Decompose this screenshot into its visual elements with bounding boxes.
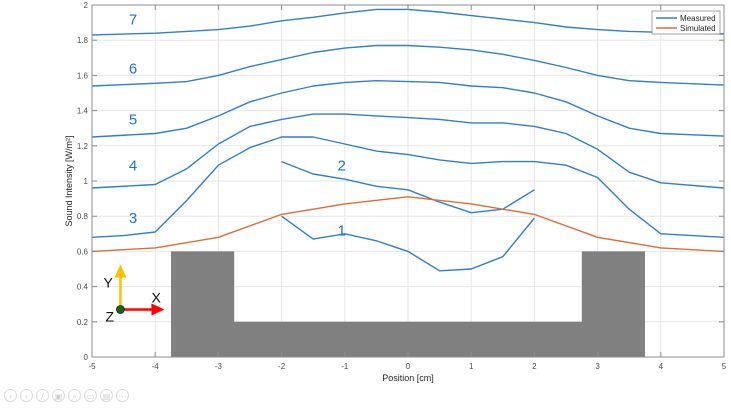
y-tick-label: 1.2	[77, 142, 89, 151]
previous-icon[interactable]: ‹	[4, 389, 17, 402]
x-tick-label: 3	[595, 362, 600, 371]
svg-text:Y: Y	[103, 274, 113, 290]
tick-labels: -5 -4 -3 -2 -1 0 1 2 3 4 5 0 0.2 0.4 0.6 0.8 1 1.2 1.4 1.6 1…	[77, 1, 727, 371]
simulated-line	[91, 196, 725, 253]
curve-label-1: 1	[337, 223, 345, 240]
measured-line-4	[91, 113, 725, 189]
x-tick-label: -5	[88, 362, 96, 371]
x-tick-label: -2	[278, 362, 286, 371]
curve-label-3: 3	[129, 210, 137, 227]
x-tick-label: 0	[406, 362, 411, 371]
legend-label-simulated: Simulated	[680, 24, 716, 33]
zoom-icon[interactable]: ⌕	[68, 389, 81, 402]
measured-line-3	[91, 136, 725, 238]
curve-labels: 1 2 3 4 5 6 7	[129, 11, 346, 239]
curve-label-4: 4	[129, 157, 137, 174]
measured-line-1	[281, 215, 535, 272]
data-series	[91, 8, 725, 272]
x-tick-label: -1	[341, 362, 349, 371]
camera-icon[interactable]: ▤	[100, 389, 113, 402]
x-arrow-icon	[151, 303, 165, 316]
x-tick-label: 4	[659, 362, 664, 371]
presentation-toolbar: ‹ › / ▣ ⌕ ▭ ▤ ⋯	[4, 389, 129, 402]
x-axis-label: Position [cm]	[382, 373, 434, 383]
more-icon[interactable]: ⋯	[116, 389, 129, 402]
y-tick-label: 2	[84, 1, 89, 10]
x-tick-label: 2	[532, 362, 537, 371]
subtitles-icon[interactable]: ▭	[84, 389, 97, 402]
x-tick-label: 5	[722, 362, 727, 371]
curve-label-2: 2	[337, 157, 345, 174]
y-tick-label: 0	[84, 353, 89, 362]
y-tick-label: 0.2	[77, 318, 89, 327]
x-tick-label: 1	[469, 362, 474, 371]
svg-text:Z: Z	[105, 308, 114, 324]
measured-line-2	[281, 160, 535, 214]
slides-icon[interactable]: ▣	[52, 389, 65, 402]
x-tick-label: -4	[152, 362, 160, 371]
structure-shape	[171, 251, 645, 357]
x-tick-label: -3	[215, 362, 223, 371]
svg-text:X: X	[151, 289, 161, 305]
measured-line-6	[91, 44, 725, 87]
y-tick-label: 0.6	[77, 247, 89, 256]
structure-polygon	[171, 251, 645, 357]
y-tick-label: 1	[84, 177, 89, 186]
axes	[91, 4, 725, 358]
y-tick-label: 0.8	[77, 212, 89, 221]
pen-icon[interactable]: /	[36, 389, 49, 402]
y-axis-label: Sound Intensity [W/m²]	[64, 135, 74, 226]
curve-label-5: 5	[129, 112, 137, 129]
curve-label-7: 7	[129, 11, 137, 28]
y-arrow-icon	[114, 264, 127, 278]
y-tick-label: 1.8	[77, 36, 89, 45]
axes-triad-icon: Y X Z	[103, 264, 165, 324]
curve-label-6: 6	[129, 61, 137, 78]
y-tick-label: 1.4	[77, 107, 89, 116]
next-icon[interactable]: ›	[20, 389, 33, 402]
legend-label-measured: Measured	[680, 14, 716, 23]
y-tick-label: 0.4	[77, 283, 89, 292]
z-dot-icon	[116, 305, 125, 314]
measured-line-5	[91, 79, 725, 138]
y-tick-label: 1.6	[77, 71, 89, 80]
sound-intensity-chart: 1 2 3 4 5 6 7 -5 -4 -3 -2 -1 0 1 2 3 4 5 0 0.2 0.4 0.6 0.8 1 1.…	[64, 1, 727, 383]
